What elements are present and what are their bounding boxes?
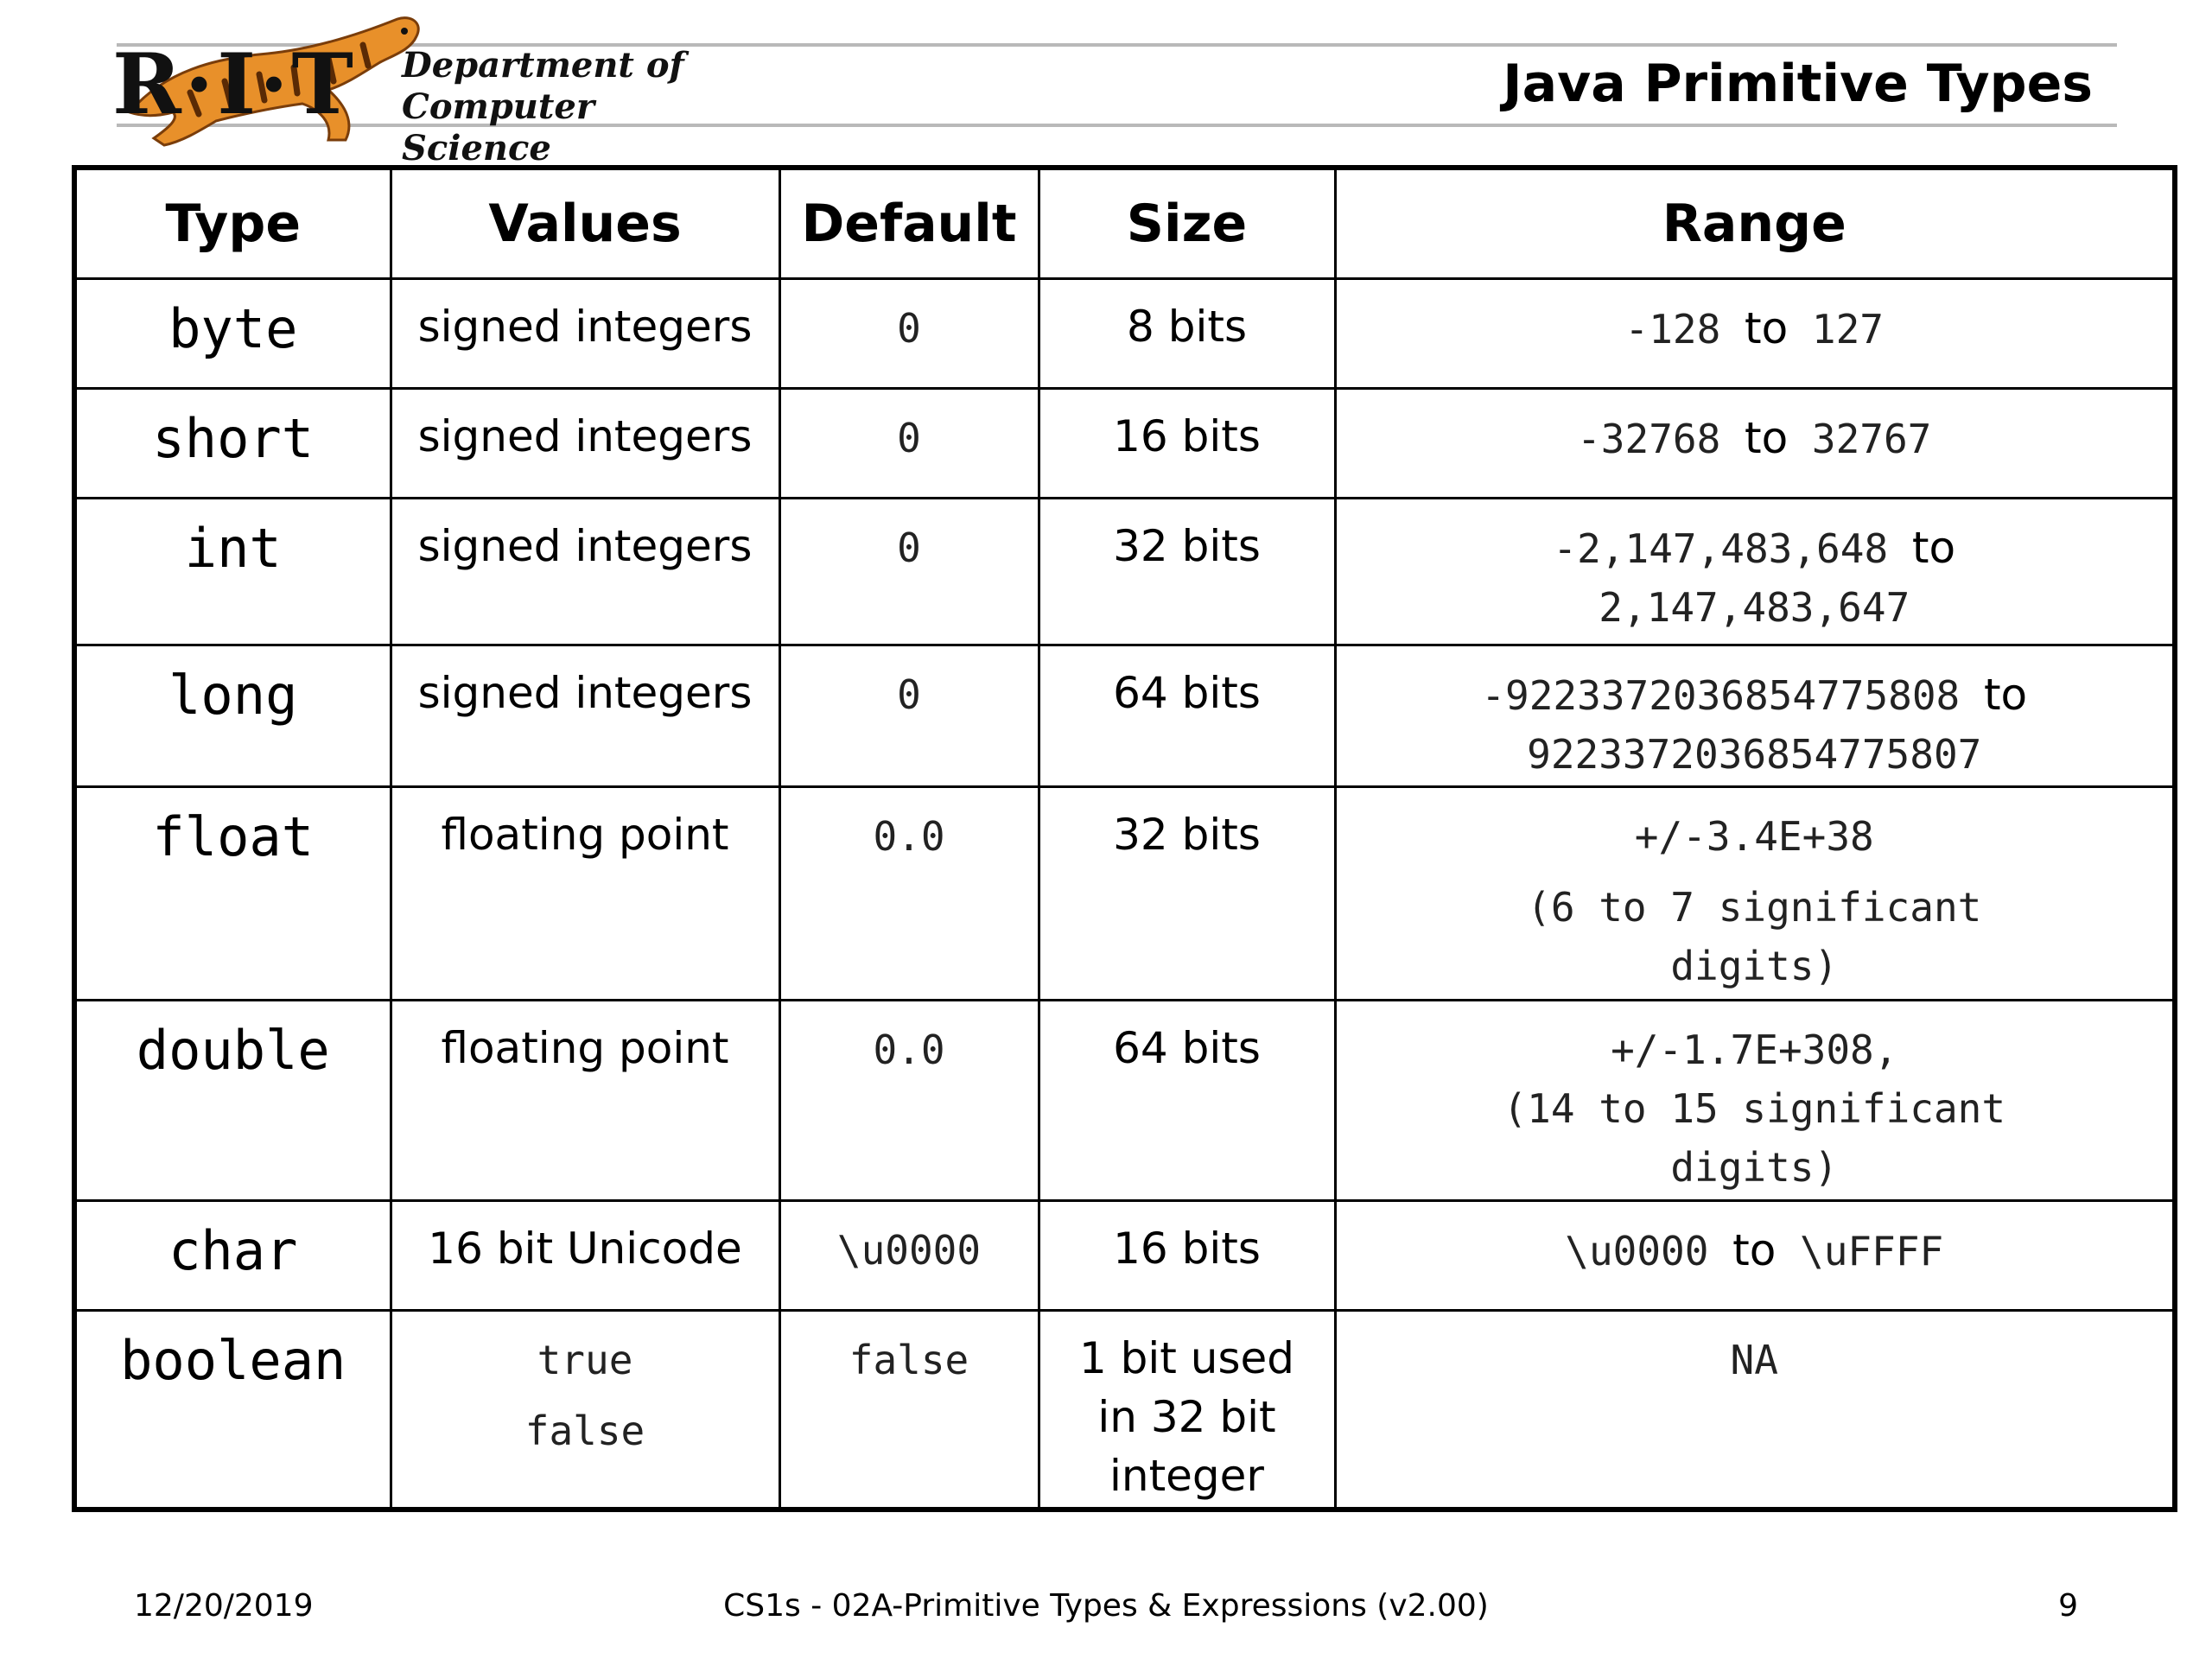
cell-default: 0 xyxy=(778,644,1040,788)
size-line-2: in 32 bit xyxy=(1097,1392,1276,1442)
table-row: int signed integers 0 32 bits -2,147,483… xyxy=(73,497,2177,646)
cell-type: long xyxy=(73,644,392,788)
cell-values: floating point xyxy=(389,785,781,1001)
cell-size: 64 bits xyxy=(1037,999,1337,1202)
cell-size: 32 bits xyxy=(1037,497,1337,646)
table-header-row: Type Values Default Size Range xyxy=(73,166,2177,280)
range-to: to xyxy=(1744,413,1789,463)
range-line-1: -9223372036854775808 to xyxy=(1337,665,2173,725)
slide-header: R·I·T Department of Computer Science Jav… xyxy=(0,0,2212,168)
cell-default: 0 xyxy=(778,497,1040,646)
range-line-3: digits) xyxy=(1670,1144,1839,1191)
table-row: long signed integers 0 64 bits -92233720… xyxy=(73,644,2177,788)
cell-range: -9223372036854775808 to 9223372036854775… xyxy=(1333,644,2177,788)
cell-type: char xyxy=(73,1199,392,1312)
header-rule-bottom xyxy=(117,124,2117,127)
range-end: \uFFFF xyxy=(1800,1228,1944,1274)
cell-values: 16 bit Unicode xyxy=(389,1199,781,1312)
table-row: char 16 bit Unicode \u0000 16 bits \u000… xyxy=(73,1199,2177,1312)
cell-default: 0.0 xyxy=(778,999,1040,1202)
cell-default: 0 xyxy=(778,387,1040,499)
range-to: to xyxy=(1744,303,1789,353)
table-row: boolean true false false 1 bit used in 3… xyxy=(73,1309,2177,1510)
cell-type: short xyxy=(73,387,392,499)
cell-range: -128 to 127 xyxy=(1333,277,2177,390)
primitive-types-table: Type Values Default Size Range byte sign… xyxy=(72,165,2177,1512)
range-line-2: (6 to 7 significant xyxy=(1527,884,1982,931)
rit-logo: R·I·T Department of Computer Science xyxy=(112,10,717,168)
cell-size: 64 bits xyxy=(1037,644,1337,788)
range-to: to xyxy=(1911,523,1956,573)
table-row: float floating point 0.0 32 bits +/-3.4E… xyxy=(73,785,2177,1001)
range-line-2: (14 to 15 significant xyxy=(1503,1085,2006,1132)
range-to: to xyxy=(1732,1225,1777,1275)
range-line-2: 2,147,483,647 xyxy=(1599,584,1910,631)
cell-type: int xyxy=(73,497,392,646)
cell-default: \u0000 xyxy=(778,1199,1040,1312)
range-start: -2,147,483,648 xyxy=(1553,525,1889,572)
cell-range: +/-1.7E+308, (14 to 15 significant digit… xyxy=(1333,999,2177,1202)
footer-course-title: CS1s - 02A-Primitive Types & Expressions… xyxy=(723,1588,1489,1624)
cell-values: signed integers xyxy=(389,387,781,499)
cell-default: false xyxy=(778,1309,1040,1510)
column-header-default: Default xyxy=(778,166,1040,280)
table-row: short signed integers 0 16 bits -32768 t… xyxy=(73,387,2177,499)
range-line-2: 9223372036854775807 xyxy=(1527,731,1982,778)
range-end: 32767 xyxy=(1811,416,1932,462)
cell-type: float xyxy=(73,785,392,1001)
department-line-2: Computer Science xyxy=(402,86,594,168)
cell-values: signed integers xyxy=(389,277,781,390)
cell-default: 0.0 xyxy=(778,785,1040,1001)
range-line-1: +/-3.4E+38 xyxy=(1634,813,1874,860)
logo-letters: R·I·T xyxy=(112,35,357,133)
range-line-1: -2,147,483,648 to xyxy=(1337,518,2173,578)
header-rule-top xyxy=(117,43,2117,47)
cell-range: \u0000 to \uFFFF xyxy=(1333,1199,2177,1312)
cell-values: true false xyxy=(389,1309,781,1510)
range-end: 127 xyxy=(1811,306,1884,353)
table-row: byte signed integers 0 8 bits -128 to 12… xyxy=(73,277,2177,390)
range-start: -9223372036854775808 xyxy=(1481,672,1961,719)
column-header-values: Values xyxy=(389,166,781,280)
cell-values: signed integers xyxy=(389,497,781,646)
tiger-icon xyxy=(127,16,420,147)
value-false: false xyxy=(524,1408,645,1454)
range-line-3: digits) xyxy=(1670,943,1839,989)
cell-size: 16 bits xyxy=(1037,387,1337,499)
column-header-type: Type xyxy=(73,166,392,280)
cell-values: floating point xyxy=(389,999,781,1202)
footer-date: 12/20/2019 xyxy=(134,1588,314,1624)
cell-size: 8 bits xyxy=(1037,277,1337,390)
cell-size: 32 bits xyxy=(1037,785,1337,1001)
cell-range: -2,147,483,648 to 2,147,483,647 xyxy=(1333,497,2177,646)
range-start: -128 xyxy=(1624,306,1721,353)
cell-size: 1 bit used in 32 bit integer xyxy=(1037,1309,1337,1510)
department-name: Department of Computer Science xyxy=(402,45,717,169)
table-row: double floating point 0.0 64 bits +/-1.7… xyxy=(73,999,2177,1202)
cell-type: boolean xyxy=(73,1309,392,1510)
slide-title: Java Primitive Types xyxy=(1503,54,2093,114)
value-true: true xyxy=(537,1337,633,1383)
size-line-3: integer xyxy=(1109,1451,1264,1501)
cell-range: NA xyxy=(1333,1309,2177,1510)
cell-values: signed integers xyxy=(389,644,781,788)
cell-default: 0 xyxy=(778,277,1040,390)
cell-range: -32768 to 32767 xyxy=(1333,387,2177,499)
range-start: \u0000 xyxy=(1565,1228,1709,1274)
cell-range: +/-3.4E+38 (6 to 7 significant digits) xyxy=(1333,785,2177,1001)
cell-size: 16 bits xyxy=(1037,1199,1337,1312)
column-header-range: Range xyxy=(1333,166,2177,280)
size-line-1: 1 bit used xyxy=(1078,1333,1295,1383)
cell-type: byte xyxy=(73,277,392,390)
range-to: to xyxy=(1983,670,2028,720)
range-start: -32768 xyxy=(1577,416,1721,462)
cell-type: double xyxy=(73,999,392,1202)
department-line-1: Department of xyxy=(402,45,684,86)
column-header-size: Size xyxy=(1037,166,1337,280)
range-line-1: +/-1.7E+308, xyxy=(1611,1027,1898,1073)
footer-page-number: 9 xyxy=(2058,1588,2078,1624)
